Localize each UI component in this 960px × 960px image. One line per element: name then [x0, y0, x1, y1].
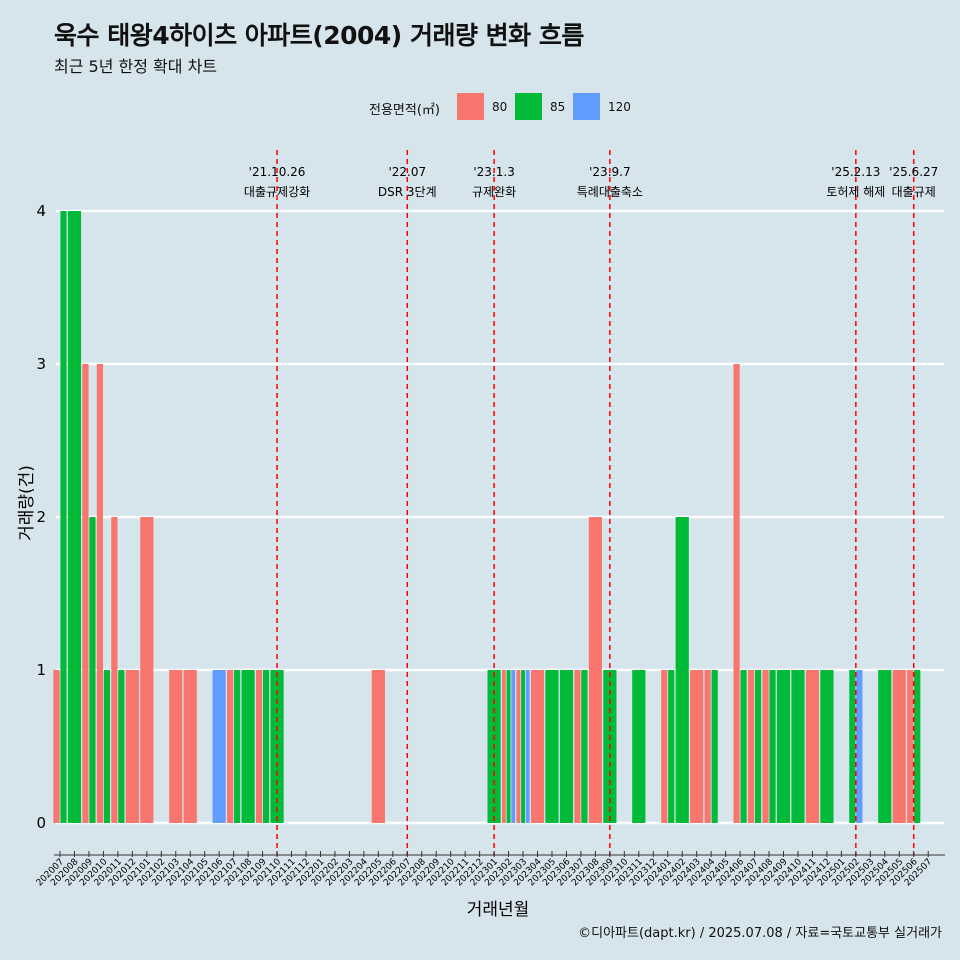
bar-202506-80	[907, 670, 914, 823]
event-name-label: 특례대출축소	[577, 185, 643, 199]
event-name-label: 대출규제강화	[244, 185, 310, 199]
chart-title: 욱수 태왕4하이츠 아파트(2004) 거래량 변화 흐름	[54, 21, 584, 50]
legend-key-120	[573, 93, 600, 120]
legend-key-80	[457, 93, 484, 120]
bar-202412-85	[820, 670, 834, 823]
event-date-label: '25.2.13	[831, 165, 880, 179]
bar-202007-80	[53, 670, 60, 823]
bar-202407-80	[747, 670, 755, 823]
y-tick-label: 1	[36, 661, 46, 679]
legend-label-120: 120	[608, 100, 631, 114]
bar-202009-80	[82, 364, 89, 823]
bar-202101-80	[140, 517, 154, 823]
event-date-label: '25.6.27	[889, 165, 938, 179]
x-axis-title: 거래년월	[467, 900, 530, 920]
bar-202007-85	[60, 211, 67, 823]
event-date-label: '23.1.3	[473, 165, 514, 179]
bar-202408-80	[762, 670, 769, 823]
bar-202108-85	[241, 670, 255, 823]
bar-202401-85	[668, 670, 675, 823]
bar-202506-85	[914, 670, 921, 823]
bar-202403-80	[690, 670, 704, 823]
bar-202407-85	[754, 670, 762, 823]
bar-202011-85	[118, 670, 125, 823]
event-name-label: 규제완화	[472, 185, 516, 199]
bar-202103-80	[169, 670, 183, 823]
bar-202305-85	[545, 670, 559, 823]
bar-202401-80	[661, 670, 668, 823]
bar-202402-85	[675, 517, 689, 823]
event-name-label: 대출규제	[892, 185, 936, 199]
bar-202205-80	[371, 670, 385, 823]
bar-202106-120	[212, 670, 226, 823]
bar-202303-85	[521, 670, 525, 823]
event-name-label: DSR 3단계	[378, 185, 437, 199]
bar-202505-80	[892, 670, 906, 823]
y-tick-label: 3	[36, 355, 46, 373]
bar-202302-80	[501, 670, 506, 823]
bar-202011-80	[111, 517, 118, 823]
event-date-label: '23.9.7	[589, 165, 630, 179]
bar-202107-85	[234, 670, 241, 823]
bar-202308-80	[588, 517, 602, 823]
bar-202010-85	[103, 670, 111, 823]
bar-202107-80	[227, 670, 234, 823]
y-tick-label: 0	[36, 814, 46, 832]
bar-202502-85	[849, 670, 856, 823]
bar-202406-85	[740, 670, 747, 823]
legend-key-85	[515, 93, 542, 120]
legend-label-85: 85	[550, 100, 566, 114]
bar-202404-85	[711, 670, 718, 823]
bar-202306-85	[559, 670, 574, 823]
bar-202302-85	[506, 670, 511, 823]
y-axis-title: 거래량(건)	[17, 465, 37, 541]
source-caption: ©디아파트(dapt.kr) / 2025.07.08 / 자료=국토교통부 실…	[578, 926, 942, 941]
legend-label-80: 80	[492, 100, 508, 114]
bar-202304-80	[530, 670, 545, 823]
legend: 전용면적(㎡) 80 85 120	[0, 92, 960, 122]
bar-202408-85	[769, 670, 776, 823]
bar-202012-80	[125, 670, 139, 823]
bar-202303-120	[525, 670, 530, 823]
bar-202307-85	[581, 670, 588, 823]
bar-202504-85	[878, 670, 892, 823]
y-tick-label: 2	[36, 508, 46, 526]
event-date-label: '22.07	[388, 165, 426, 179]
event-date-label: '21.10.26	[249, 165, 306, 179]
bar-202502-120	[856, 670, 863, 823]
bar-202406-80	[733, 364, 740, 823]
legend-title: 전용면적(㎡)	[369, 103, 440, 118]
bar-202404-80	[704, 670, 711, 823]
bar-202302-120	[511, 670, 516, 823]
chart-subtitle: 최근 5년 한정 확대 차트	[54, 57, 218, 76]
bar-202307-80	[574, 670, 581, 823]
event-name-label: 토허제 해제	[826, 185, 885, 199]
bar-202109-80	[255, 670, 263, 823]
bar-202303-80	[516, 670, 521, 823]
bar-202109-85	[262, 670, 270, 823]
bar-202008-85	[67, 211, 82, 823]
bar-202311-85	[632, 670, 646, 823]
bar-202104-80	[183, 670, 197, 823]
bar-202409-85	[776, 670, 791, 823]
bar-202009-85	[89, 517, 96, 823]
bar-202411-80	[805, 670, 820, 823]
y-tick-label: 4	[36, 202, 46, 220]
bar-202410-85	[791, 670, 805, 823]
bar-202010-80	[96, 364, 104, 823]
